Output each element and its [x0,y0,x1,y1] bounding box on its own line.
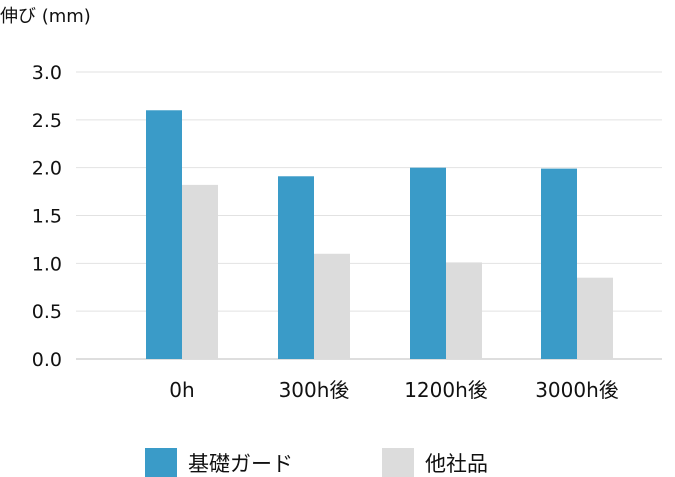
bar-other-2 [446,262,482,359]
x-tick-label: 1200h後 [404,378,488,402]
x-tick-label: 300h後 [279,378,350,402]
legend-swatch-1 [382,448,414,477]
bar-other-3 [577,277,613,359]
y-tick-label: 2.0 [32,158,62,180]
legend-swatch-0 [145,448,177,477]
y-tick-label: 1.0 [32,253,62,275]
y-axis-title: 伸び (mm) [0,6,91,27]
y-tick-label: 2.5 [32,110,62,132]
bar-kiso-guard-1 [278,176,314,359]
y-tick-labels: 0.0 0.5 1.0 1.5 2.0 2.5 3.0 [32,62,62,371]
bar-other-1 [314,253,350,359]
bars [146,110,613,360]
y-tick-label: 3.0 [32,62,62,84]
x-tick-labels: 0h 300h後 1200h後 3000h後 [169,378,618,402]
y-tick-label: 0.0 [32,349,62,371]
legend: 基礎ガード 他社品 [145,448,488,477]
y-tick-label: 0.5 [32,301,62,323]
bar-kiso-guard-3 [541,168,577,359]
legend-label-1: 他社品 [425,452,488,476]
bar-other-0 [182,184,218,359]
legend-label-0: 基礎ガード [188,452,293,476]
x-tick-label: 3000h後 [535,378,619,402]
bar-kiso-guard-0 [146,110,182,360]
y-tick-label: 1.5 [32,206,62,228]
x-tick-label: 0h [169,378,194,402]
bar-kiso-guard-2 [410,167,446,359]
